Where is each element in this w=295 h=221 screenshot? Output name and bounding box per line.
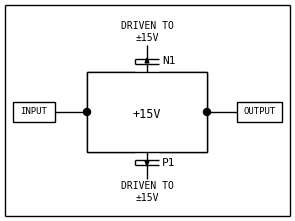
Text: OUTPUT: OUTPUT [243, 107, 276, 116]
Bar [13, 102, 55, 122]
Bar [87, 72, 207, 152]
Circle shape [83, 109, 91, 116]
Polygon shape [145, 161, 149, 166]
Bar [237, 102, 282, 122]
Text: INPUT: INPUT [21, 107, 47, 116]
Text: N1: N1 [162, 57, 176, 67]
Text: DRIVEN TO
±15V: DRIVEN TO ±15V [121, 181, 173, 203]
Text: P1: P1 [162, 158, 176, 168]
Text: +15V: +15V [133, 107, 161, 120]
Polygon shape [145, 58, 149, 63]
Circle shape [204, 109, 211, 116]
Text: DRIVEN TO
±15V: DRIVEN TO ±15V [121, 21, 173, 43]
